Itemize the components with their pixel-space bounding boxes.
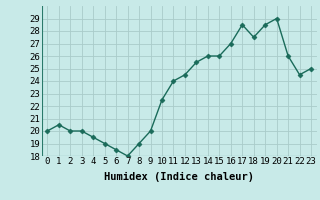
X-axis label: Humidex (Indice chaleur): Humidex (Indice chaleur) <box>104 172 254 182</box>
